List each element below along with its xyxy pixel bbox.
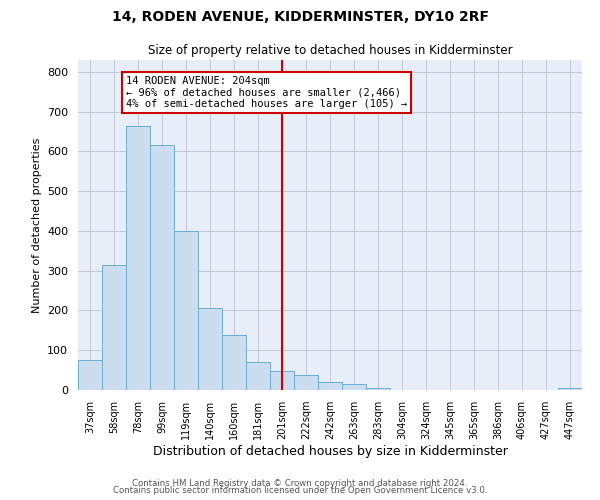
Title: Size of property relative to detached houses in Kidderminster: Size of property relative to detached ho… (148, 44, 512, 58)
Bar (270, 371, 294, 390)
Bar (294, 375, 318, 390)
Bar (198, 308, 222, 390)
Bar (222, 335, 246, 390)
Y-axis label: Number of detached properties: Number of detached properties (32, 138, 41, 312)
Bar (318, 382, 342, 390)
Bar (342, 384, 366, 390)
Bar (126, 126, 150, 390)
X-axis label: Distribution of detached houses by size in Kidderminster: Distribution of detached houses by size … (152, 445, 508, 458)
Text: 14 RODEN AVENUE: 204sqm
← 96% of detached houses are smaller (2,466)
4% of semi-: 14 RODEN AVENUE: 204sqm ← 96% of detache… (126, 76, 407, 109)
Bar (558, 388, 582, 390)
Bar (174, 231, 198, 390)
Text: Contains HM Land Registry data © Crown copyright and database right 2024.: Contains HM Land Registry data © Crown c… (132, 478, 468, 488)
Bar (102, 265, 126, 390)
Bar (366, 388, 390, 390)
Bar (246, 362, 270, 390)
Text: Contains public sector information licensed under the Open Government Licence v3: Contains public sector information licen… (113, 486, 487, 495)
Bar (78, 360, 102, 390)
Bar (150, 146, 174, 390)
Text: 14, RODEN AVENUE, KIDDERMINSTER, DY10 2RF: 14, RODEN AVENUE, KIDDERMINSTER, DY10 2R… (112, 10, 488, 24)
